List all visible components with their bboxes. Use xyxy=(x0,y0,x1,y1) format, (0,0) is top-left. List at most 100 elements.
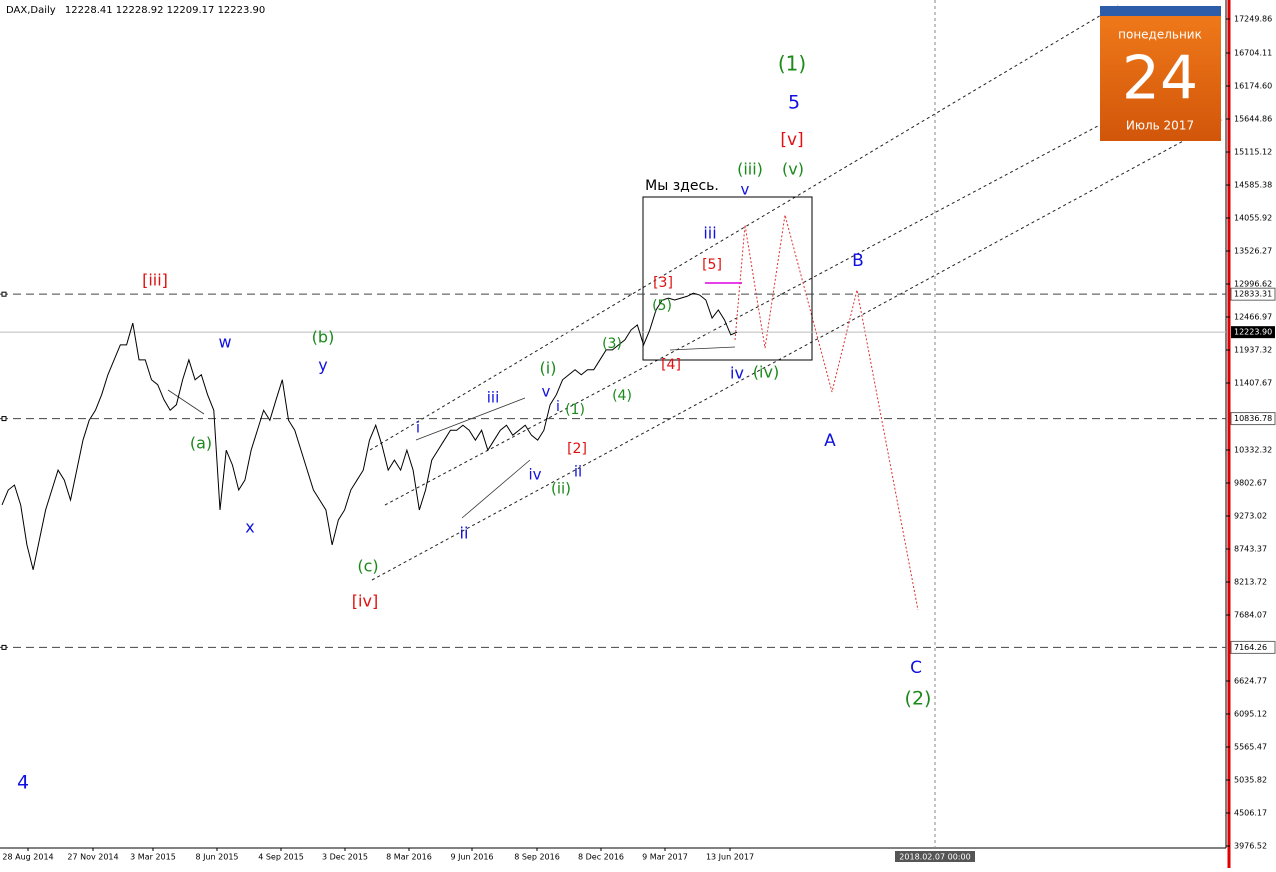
level-handle xyxy=(1,291,7,297)
wave-label: A xyxy=(824,431,836,451)
level-label-box xyxy=(1230,287,1276,301)
price-line xyxy=(1,292,738,570)
wave-label: 5 xyxy=(788,92,800,114)
y-tick-label: 5035.82 xyxy=(1234,776,1267,785)
x-tick-label: 3 Dec 2015 xyxy=(322,853,368,862)
level-label: 12833.31 xyxy=(1234,290,1272,299)
wave-label: v xyxy=(741,181,750,199)
wave-label: [3] xyxy=(653,275,673,291)
wave-label: B xyxy=(852,251,864,271)
y-tick-label: 15115.12 xyxy=(1234,148,1272,157)
wave-label: i xyxy=(556,399,560,415)
wave-label: (ii) xyxy=(551,480,571,498)
wave-label: C xyxy=(910,658,922,678)
x-tick-label: 8 Mar 2016 xyxy=(386,853,432,862)
level-label-box xyxy=(1230,640,1276,654)
x-tick-label: 4 Sep 2015 xyxy=(258,853,304,862)
x-tick-label: 8 Jun 2015 xyxy=(195,853,238,862)
wave-label: (v) xyxy=(782,160,804,179)
y-tick-label: 11937.32 xyxy=(1234,346,1272,355)
wave-label: (5) xyxy=(652,298,672,314)
wave-label: (c) xyxy=(357,557,378,576)
wave-label: [iv] xyxy=(352,592,378,611)
wave-label: (iii) xyxy=(737,160,763,179)
cursor-label-box xyxy=(895,851,975,862)
y-tick-label: 13526.27 xyxy=(1234,247,1272,256)
y-tick-label: 12996.62 xyxy=(1234,280,1272,289)
cursor-label: 2018.02.07 00:00 xyxy=(899,853,970,862)
wave-label: Мы здесь. xyxy=(645,178,719,194)
level-label-box xyxy=(1230,412,1276,426)
y-tick-label: 14585.38 xyxy=(1234,181,1272,190)
wave-label: [v] xyxy=(780,130,803,150)
wave-label: y xyxy=(318,356,327,375)
x-tick-label: 28 Aug 2014 xyxy=(2,853,53,862)
y-tick-label: 6095.12 xyxy=(1234,710,1267,719)
wave-label: v xyxy=(542,383,551,401)
level-handle xyxy=(1,416,7,422)
wave-label: x xyxy=(245,518,254,537)
current-price-box xyxy=(1231,326,1275,339)
x-tick-label: 27 Nov 2014 xyxy=(67,853,118,862)
wave-label: (2) xyxy=(905,688,932,710)
calendar-month: Июль 2017 xyxy=(1126,119,1194,133)
y-tick-label: 4506.17 xyxy=(1234,809,1267,818)
current-price-label: 12223.90 xyxy=(1234,328,1272,337)
wave-label: (iv) xyxy=(753,363,779,382)
wave-label: ii xyxy=(574,463,582,481)
y-tick-label: 5565.47 xyxy=(1234,743,1267,752)
wave-label: iv xyxy=(730,364,744,383)
x-tick-label: 3 Mar 2015 xyxy=(130,853,176,862)
y-tick-label: 16704.11 xyxy=(1234,49,1272,58)
wave-label: ii xyxy=(460,524,469,543)
calendar-rings xyxy=(1100,6,1221,16)
level-handle xyxy=(1,644,7,650)
wave-label: (4) xyxy=(612,388,632,404)
wave-label: (1) xyxy=(778,52,806,76)
wave-label: i xyxy=(416,419,420,437)
y-tick-label: 9273.02 xyxy=(1234,512,1267,521)
y-tick-label: 7684.07 xyxy=(1234,611,1267,620)
y-tick-label: 12466.97 xyxy=(1234,313,1272,322)
wave-label: 4 xyxy=(17,772,29,794)
wave-label: [2] xyxy=(567,441,587,457)
y-tick-label: 8213.72 xyxy=(1234,578,1267,587)
y-tick-label: 15644.86 xyxy=(1234,115,1272,124)
calendar: понедельник 24 Июль 2017 xyxy=(1100,6,1221,141)
wave-label: [iii] xyxy=(142,271,168,290)
x-tick-label: 8 Dec 2016 xyxy=(578,853,624,862)
level-label: 7164.26 xyxy=(1234,643,1267,652)
level-label: 10836.78 xyxy=(1234,414,1272,423)
y-tick-label: 9802.67 xyxy=(1234,479,1267,488)
y-tick-label: 11407.67 xyxy=(1234,379,1272,388)
channels xyxy=(369,4,1223,581)
calendar-weekday: понедельник xyxy=(1118,28,1202,42)
wave-label: (3) xyxy=(602,336,622,352)
wave-label: (i) xyxy=(540,359,557,378)
wave-label: w xyxy=(218,333,231,352)
wave-label: iii xyxy=(487,389,500,407)
here-box xyxy=(642,196,813,361)
y-tick-label: 16174.60 xyxy=(1234,82,1272,91)
wave-label: (a) xyxy=(190,434,212,453)
x-tick-label: 8 Sep 2016 xyxy=(514,853,560,862)
y-tick-label: 6624.77 xyxy=(1234,677,1267,686)
x-tick-label: 9 Jun 2016 xyxy=(450,853,493,862)
wave-label: iii xyxy=(703,224,716,243)
wave-label: [4] xyxy=(661,357,681,373)
y-tick-label: 8743.37 xyxy=(1234,545,1267,554)
wave-label: (b) xyxy=(312,328,335,347)
x-tick-label: 9 Mar 2017 xyxy=(642,853,688,862)
calendar-day: 24 xyxy=(1122,44,1198,114)
calendar-bg xyxy=(1100,10,1221,141)
wave-label: iv xyxy=(528,466,541,484)
y-tick-label: 10332.32 xyxy=(1234,446,1272,455)
y-tick-label: 17249.86 xyxy=(1234,15,1272,24)
x-tick-label: 13 Jun 2017 xyxy=(706,853,754,862)
y-tick-label: 14055.92 xyxy=(1234,214,1272,223)
wave-label: [5] xyxy=(702,257,722,273)
chart-title: DAX,Daily 12228.41 12228.92 12209.17 122… xyxy=(6,5,265,16)
y-tick-label: 3976.52 xyxy=(1234,842,1267,851)
wave-label: (1) xyxy=(565,402,585,418)
